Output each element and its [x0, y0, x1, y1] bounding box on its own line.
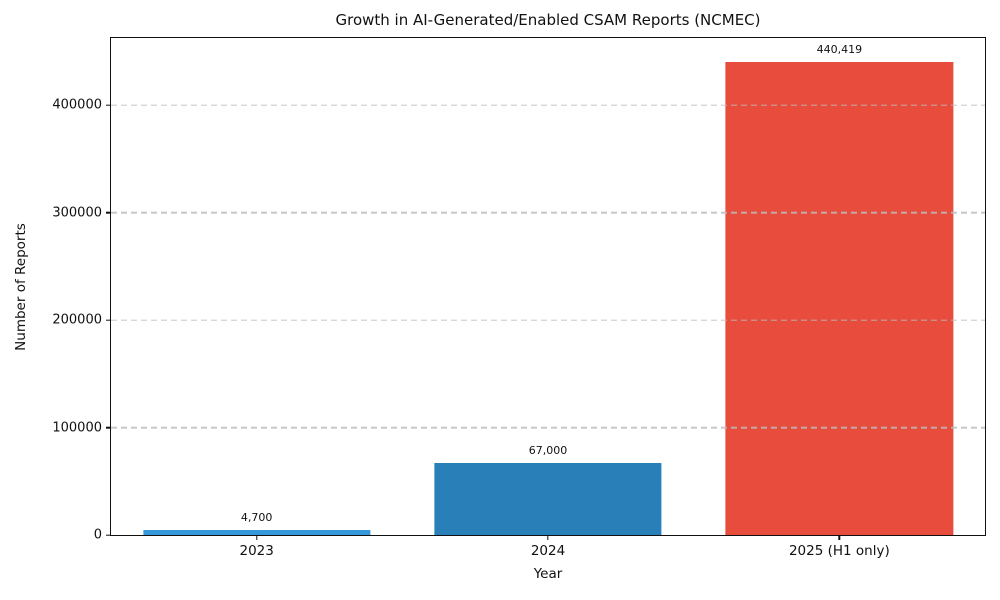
y-tick-mark	[106, 319, 111, 321]
y-tick-label: 400000	[52, 97, 102, 113]
x-tick-mark	[547, 535, 549, 540]
y-tick-mark	[106, 104, 111, 106]
x-tick-mark	[838, 535, 841, 540]
x-tick-label: 2025 (H1 only)	[788, 543, 890, 559]
bar	[434, 463, 662, 535]
bar-value-label: 440,419	[816, 42, 863, 56]
y-axis-label: Number of Reports	[13, 223, 29, 351]
plot-area: 4,700 2023 67,000 2024 440,419 2025 (H1 only)…	[52, 37, 986, 559]
y-tick-label: 100000	[52, 420, 102, 436]
bar-value-label: 4,700	[240, 510, 273, 524]
x-tick-label: 2024	[530, 543, 566, 559]
bar-value-label: 67,000	[528, 444, 568, 457]
y-tick-label: 200000	[52, 312, 102, 328]
bar	[725, 61, 953, 535]
x-axis-label: Year	[533, 566, 563, 582]
y-tick-label: 0	[93, 527, 102, 543]
chart-title: Growth in AI-Generated/Enabled CSAM Repo…	[335, 11, 761, 29]
y-tick-mark	[106, 211, 111, 214]
y-tick-label: 300000	[52, 205, 102, 221]
x-tick-label: 2023	[239, 543, 274, 559]
bar	[143, 529, 371, 535]
y-tick-mark	[106, 426, 111, 429]
y-tick-mark	[106, 534, 111, 536]
x-tick-mark	[255, 535, 258, 540]
